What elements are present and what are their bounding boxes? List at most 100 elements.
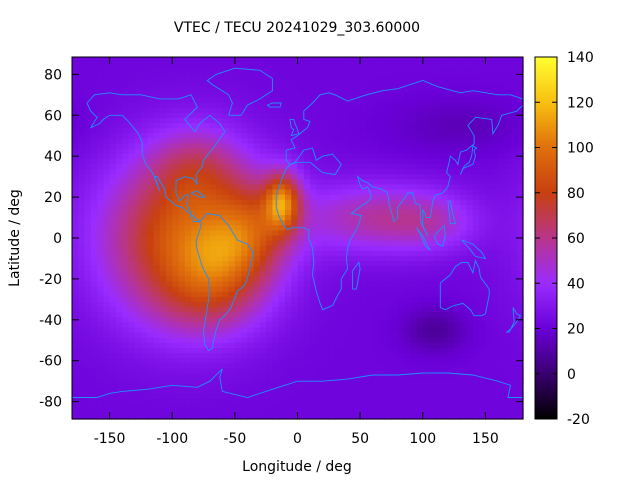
heatmap-cell (272, 301, 280, 308)
heatmap-cell (153, 337, 161, 343)
heatmap-cell (435, 71, 443, 78)
heatmap-cell (159, 214, 167, 221)
heatmap-cell (516, 132, 524, 139)
heatmap-cell (460, 76, 468, 83)
heatmap-cell (491, 296, 499, 302)
heatmap-cell (466, 286, 474, 292)
heatmap-cell (103, 357, 111, 364)
heatmap-cell (165, 250, 173, 256)
heatmap-cell (435, 403, 443, 410)
heatmap-cell (335, 219, 342, 226)
heatmap-cell (347, 173, 355, 180)
heatmap-cell (72, 173, 79, 180)
heatmap-cell (447, 188, 455, 195)
heatmap-cell (303, 214, 311, 221)
heatmap-cell (429, 357, 436, 364)
heatmap-cell (416, 173, 424, 180)
heatmap-cell (422, 178, 430, 185)
heatmap-cell (491, 301, 499, 308)
heatmap-cell (203, 342, 211, 349)
heatmap-cell (322, 188, 330, 195)
heatmap-cell (197, 296, 205, 302)
heatmap-cell (303, 352, 311, 359)
heatmap-cell (435, 301, 443, 308)
heatmap-cell (103, 234, 111, 241)
heatmap-cell (516, 326, 524, 333)
heatmap-cell (441, 112, 449, 118)
heatmap-cell (347, 367, 355, 374)
heatmap-cell (310, 250, 317, 256)
heatmap-cell (353, 301, 361, 308)
heatmap-cell (291, 388, 299, 395)
heatmap-cell (435, 168, 443, 175)
heatmap-cell (266, 372, 274, 379)
heatmap-cell (209, 61, 217, 67)
heatmap-cell (222, 91, 230, 98)
heatmap-cell (303, 163, 311, 170)
heatmap-cell (303, 127, 311, 134)
heatmap-cell (172, 229, 180, 236)
heatmap-cell (485, 413, 493, 420)
heatmap-cell (191, 383, 198, 389)
heatmap-cell (416, 326, 424, 333)
heatmap-cell (353, 76, 361, 83)
heatmap-cell (97, 112, 104, 118)
heatmap-cell (178, 286, 186, 292)
heatmap-cell (128, 214, 136, 221)
heatmap-cell (310, 71, 317, 78)
heatmap-cell (272, 311, 280, 318)
heatmap-cell (316, 158, 324, 164)
heatmap-cell (228, 311, 236, 318)
heatmap-cell (360, 122, 367, 129)
heatmap-cell (266, 219, 274, 226)
heatmap-cell (328, 388, 336, 395)
heatmap-cell (184, 168, 192, 175)
heatmap-cell (491, 403, 499, 410)
heatmap-cell (247, 240, 255, 246)
heatmap-cell (272, 209, 280, 216)
heatmap-cell (128, 286, 136, 292)
heatmap-cell (72, 413, 79, 420)
heatmap-cell (165, 275, 173, 282)
heatmap-cell (385, 71, 393, 78)
heatmap-cell (165, 61, 173, 67)
heatmap-cell (441, 398, 449, 405)
heatmap-cell (385, 153, 393, 159)
heatmap-cell (109, 194, 117, 200)
heatmap-cell (247, 250, 255, 256)
heatmap-cell (97, 234, 104, 241)
heatmap-cell (391, 188, 399, 195)
heatmap-cell (72, 188, 79, 195)
heatmap-cell (97, 142, 104, 149)
heatmap-cell (278, 204, 286, 210)
heatmap-cell (234, 229, 242, 236)
heatmap-cell (322, 107, 330, 113)
heatmap-cell (134, 357, 142, 364)
heatmap-cell (297, 326, 305, 333)
heatmap-cell (397, 291, 405, 297)
heatmap-cell (153, 316, 161, 323)
heatmap-cell (441, 326, 449, 333)
heatmap-cell (372, 306, 380, 313)
heatmap-cell (278, 291, 286, 297)
heatmap-cell (134, 178, 142, 185)
heatmap-cell (234, 219, 242, 226)
heatmap-cell (341, 76, 349, 83)
heatmap-cell (90, 219, 98, 226)
heatmap-cell (241, 91, 248, 98)
heatmap-cell (310, 413, 317, 420)
heatmap-cell (272, 326, 280, 333)
heatmap-cell (485, 199, 493, 205)
heatmap-cell (203, 148, 211, 154)
heatmap-cell (266, 362, 274, 369)
heatmap-cell (284, 342, 292, 349)
heatmap-cell (416, 107, 424, 113)
heatmap-cell (366, 337, 374, 343)
heatmap-cell (328, 398, 336, 405)
heatmap-cell (328, 229, 336, 236)
heatmap-cell (159, 199, 167, 205)
heatmap-cell (222, 403, 230, 410)
heatmap-cell (128, 76, 136, 83)
heatmap-cell (479, 153, 487, 159)
heatmap-cell (360, 209, 367, 216)
